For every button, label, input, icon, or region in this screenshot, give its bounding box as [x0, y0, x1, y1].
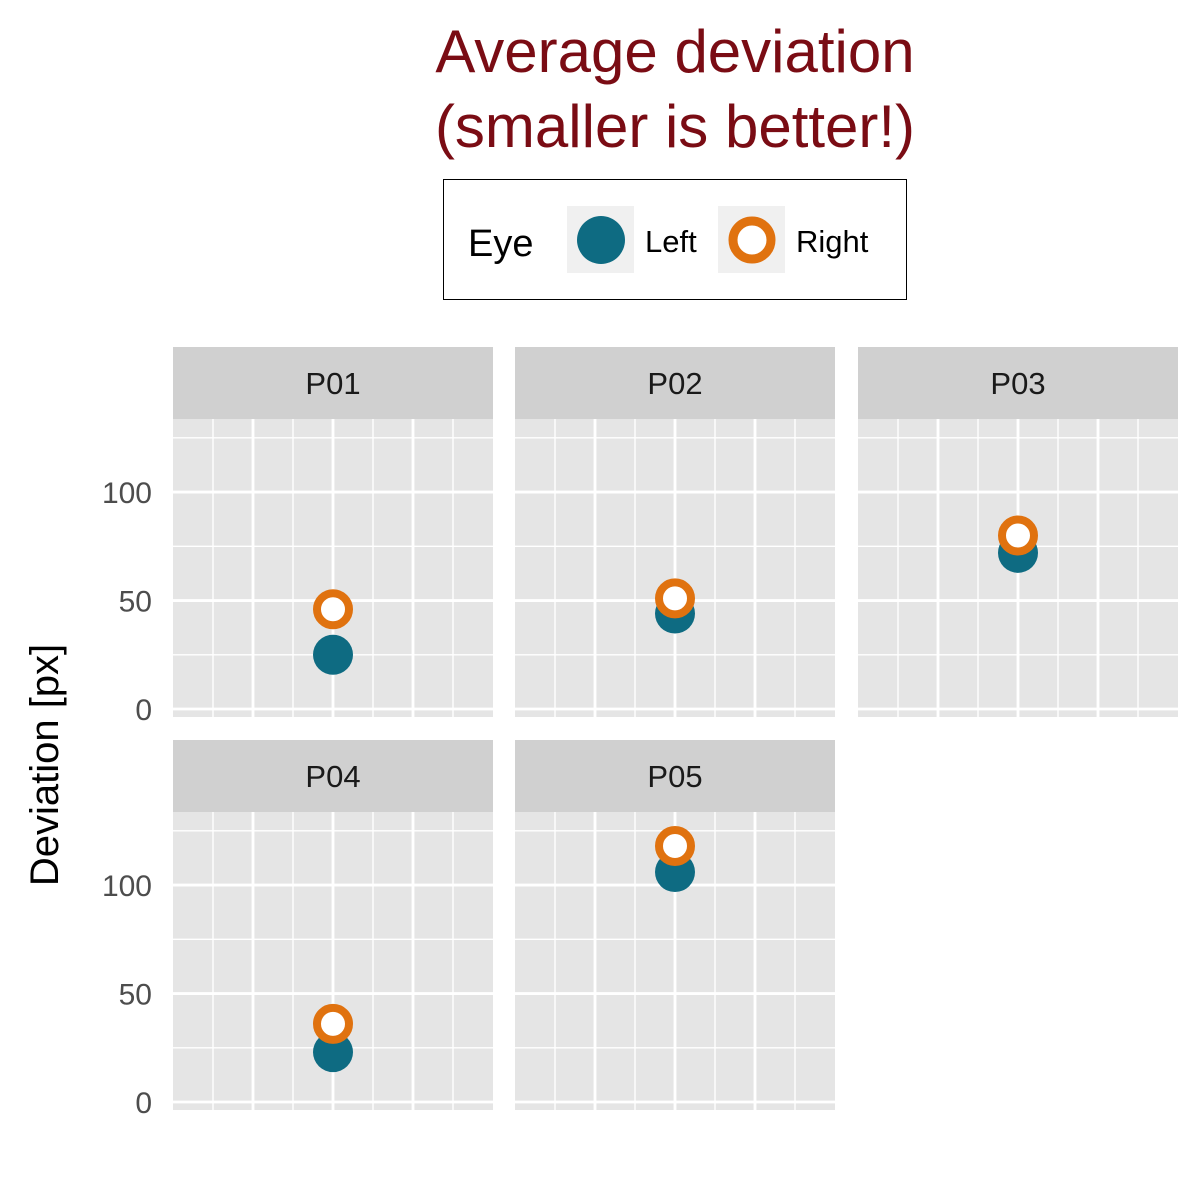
chart-title-line-1: Average deviation: [435, 18, 914, 85]
facet-panel-p02: P02: [515, 347, 835, 717]
facet-strip: [173, 347, 493, 419]
point-right-eye: [998, 515, 1038, 556]
point-left-eye: [313, 634, 353, 675]
point-right-eye: [313, 1003, 353, 1044]
y-tick-label: 100: [102, 870, 152, 903]
facet-strip-label: P04: [305, 759, 360, 794]
facet-strip: [515, 740, 835, 812]
facet-panel-p04: P04: [173, 740, 493, 1110]
facet-strip-label: P02: [647, 366, 702, 401]
facet-panel-p05: P05: [515, 740, 835, 1110]
chart-title-line-2: (smaller is better!): [435, 93, 915, 160]
point-right-eye: [655, 826, 695, 867]
point-left-eye: [313, 1032, 353, 1073]
facet-strip-label: P05: [647, 759, 702, 794]
legend-key-right-marker: [728, 216, 776, 264]
facet-strip: [173, 740, 493, 812]
facet-panel-p03: P03: [858, 347, 1178, 717]
point-right-eye: [313, 589, 353, 630]
legend-label-right: Right: [796, 224, 869, 259]
y-tick-label: 0: [135, 694, 152, 727]
y-tick-label: 0: [135, 1087, 152, 1120]
facet-strip-label: P01: [305, 366, 360, 401]
point-right-eye: [655, 578, 695, 619]
legend-key-left-marker: [577, 216, 625, 264]
legend-box: [443, 179, 907, 300]
y-tick-label: 50: [119, 979, 152, 1012]
facet-strip: [858, 347, 1178, 419]
facet-strip: [515, 347, 835, 419]
y-axis-title: Deviation [px]: [23, 644, 67, 886]
legend: Eye Left Right: [443, 179, 907, 300]
facet-strip-label: P03: [990, 366, 1045, 401]
chart-title: Average deviation (smaller is better!): [435, 18, 915, 160]
y-tick-label: 100: [102, 477, 152, 510]
legend-label-left: Left: [645, 224, 697, 259]
legend-title: Eye: [468, 223, 533, 265]
facet-panels: P01 0 50 100 P02 P03 P04 0 50 100 P05: [102, 347, 1178, 1120]
y-tick-label: 50: [119, 586, 152, 619]
facet-panel-p01: P01: [173, 347, 493, 717]
